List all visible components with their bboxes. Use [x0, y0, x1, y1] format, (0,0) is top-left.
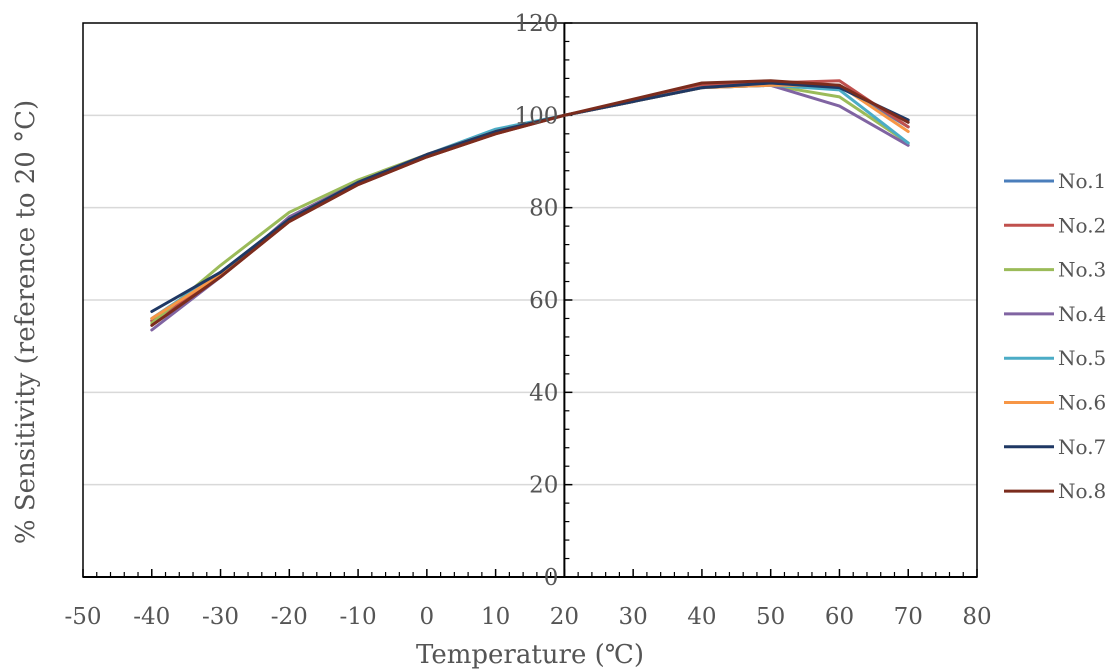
legend-item: No.8: [1004, 479, 1106, 503]
y-axis-title: % Sensitivity (reference to 20 °C): [11, 100, 41, 544]
x-tick-label: -40: [133, 604, 170, 630]
y-tick-label: 40: [529, 380, 558, 406]
legend-label: No.8: [1058, 479, 1106, 503]
x-tick-label: 50: [756, 604, 785, 630]
legend-label: No.7: [1058, 435, 1106, 459]
x-tick-label: 0: [420, 604, 435, 630]
y-tick-label: 60: [529, 288, 558, 314]
tick-labels: -50 -40 -30 -20 -10 0 10 20 30 40 50 60 70 80 0 20 40 60 8…: [64, 11, 991, 630]
series-layer: [150, 79, 910, 332]
legend-item: No.5: [1004, 346, 1106, 370]
x-tick-label: -20: [271, 604, 308, 630]
gridlines: [83, 114, 977, 486]
legend-label: No.2: [1058, 213, 1106, 237]
legend-item: No.3: [1004, 258, 1106, 282]
x-tick-label: 40: [687, 604, 716, 630]
series-line-no-8: [150, 79, 910, 327]
legend-item: No.1: [1004, 169, 1106, 193]
legend-label: No.5: [1058, 346, 1106, 370]
x-tick-label: 10: [481, 604, 510, 630]
y-tick-label: 20: [529, 473, 558, 499]
legend-label: No.4: [1058, 302, 1106, 326]
y-tick-label: 0: [544, 565, 559, 591]
legend-item: No.2: [1004, 213, 1106, 237]
legend-item: No.4: [1004, 302, 1106, 326]
x-tick-label: -50: [64, 604, 101, 630]
y-tick-label: 120: [514, 11, 558, 37]
y-tick-label: 100: [514, 103, 558, 129]
legend-label: No.1: [1058, 169, 1106, 193]
legend-item: No.6: [1004, 391, 1106, 415]
x-axis-title: Temperature (℃): [416, 640, 644, 670]
legend: No.1 No.2 No.3 No.4 No.5 No.6 No.7 No.8: [1004, 169, 1106, 503]
legend-item: No.7: [1004, 435, 1106, 459]
x-tick-label: -30: [202, 604, 239, 630]
legend-label: No.3: [1058, 258, 1106, 282]
x-tick-label: 70: [894, 604, 923, 630]
x-tick-label: -10: [340, 604, 377, 630]
legend-label: No.6: [1058, 391, 1106, 415]
x-tick-label: 20: [550, 604, 579, 630]
axes: [82, 22, 978, 578]
x-tick-label: 80: [962, 604, 991, 630]
y-tick-label: 80: [529, 196, 558, 222]
x-tick-label: 60: [825, 604, 854, 630]
x-tick-label: 30: [619, 604, 648, 630]
